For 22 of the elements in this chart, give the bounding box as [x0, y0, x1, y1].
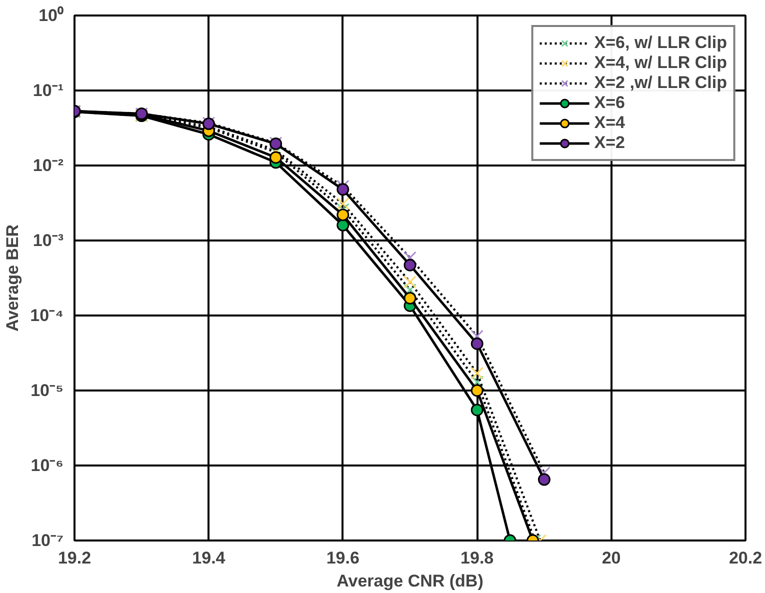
x-tick-label: 19.6	[326, 548, 360, 568]
y-tick-label: 10⁻²	[32, 156, 64, 175]
y-tick-label: 10⁻⁷	[32, 531, 64, 550]
legend-label: X=2	[594, 133, 626, 153]
x-axis-title: Average CNR (dB)	[336, 572, 484, 590]
x-tick-label: 20	[602, 548, 621, 568]
y-tick-label: 10⁻³	[32, 231, 64, 250]
x-tick-label: 19.2	[58, 548, 92, 568]
x-tick-label: 20.2	[728, 548, 762, 568]
x-tick-label: 19.8	[460, 548, 494, 568]
legend-label: X=6, w/ LLR Clip	[594, 33, 727, 53]
y-tick-label: 10⁻⁵	[30, 381, 64, 400]
legend-label: X=4, w/ LLR Clip	[594, 53, 727, 73]
y-axis-title: Average BER	[3, 224, 22, 332]
y-tick-label: 10⁻¹	[32, 81, 64, 100]
y-tick-label: 10⁰	[38, 6, 64, 25]
legend-label: X=2 ,w/ LLR Clip	[594, 73, 727, 93]
legend-label: X=4	[594, 113, 626, 133]
x-tick-label: 19.4	[192, 548, 226, 568]
y-tick-label: 10⁻⁴	[30, 306, 64, 325]
y-tick-label: 10⁻⁶	[30, 456, 64, 475]
legend-label: X=6	[594, 93, 626, 113]
